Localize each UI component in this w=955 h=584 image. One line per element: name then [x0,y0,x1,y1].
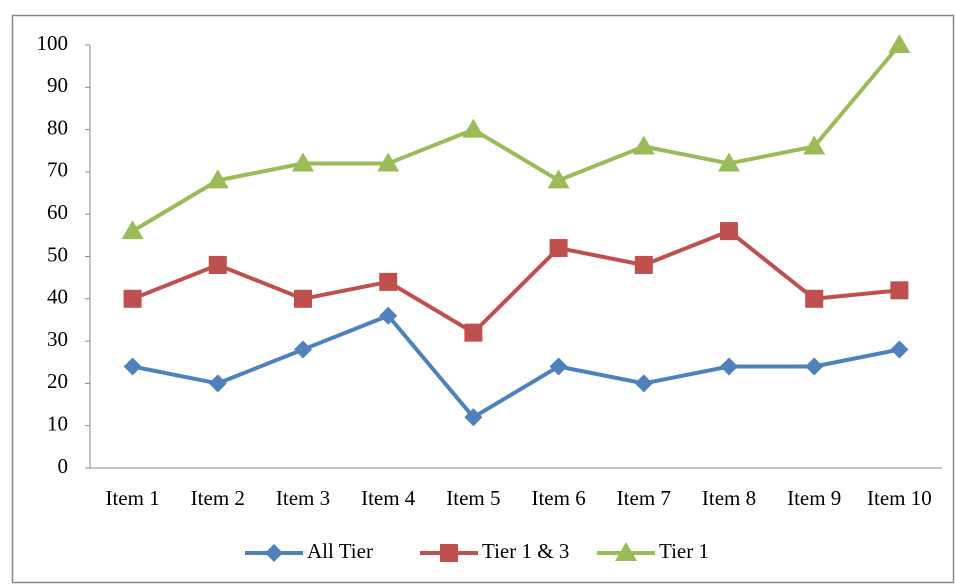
legend-label: All Tier [307,539,373,563]
data-point [549,239,568,258]
data-point [634,255,653,274]
data-point [294,340,312,359]
data-point [294,289,312,308]
data-point [292,152,314,172]
data-point [464,323,483,342]
x-tick-label: Item 1 [105,486,159,510]
data-point [549,357,568,376]
y-tick-label: 50 [47,242,68,266]
y-tick-label: 100 [37,31,69,55]
data-point [208,374,227,393]
x-tick-label: Item 8 [702,486,756,510]
data-point [379,272,398,291]
y-tick-label: 80 [47,115,68,139]
data-point [464,408,483,427]
data-point [890,340,909,359]
data-point [720,222,738,241]
data-point [121,220,144,240]
x-tick-label: Item 7 [617,486,671,510]
y-tick-label: 0 [58,454,69,478]
data-point [462,118,485,138]
legend-marker [440,544,458,562]
data-point [805,289,824,308]
chart-frame [11,14,955,584]
data-point [632,135,655,155]
data-point [803,135,826,155]
data-point [123,357,142,376]
x-tick-label: Item 10 [867,486,932,510]
y-tick-label: 30 [47,327,68,351]
y-tick-label: 20 [47,369,68,393]
x-tick-label: Item 2 [191,486,245,510]
legend-label: Tier 1 [659,539,709,563]
data-point [888,34,911,53]
y-tick-label: 10 [47,412,68,436]
data-point [634,374,653,393]
y-tick-label: 70 [47,158,68,182]
y-tick-label: 40 [47,285,68,309]
data-point [123,289,142,308]
data-point [890,281,909,300]
data-point [720,357,738,376]
data-point [206,169,229,189]
x-tick-label: Item 9 [787,486,841,510]
data-point [379,306,398,325]
data-point [805,357,824,376]
y-tick-label: 60 [47,200,68,224]
x-tick-label: Item 3 [276,486,330,510]
y-tick-label: 90 [47,73,68,97]
series-line [131,43,901,233]
data-point [547,169,570,189]
x-tick-label: Item 5 [446,486,500,510]
legend-label: Tier 1 & 3 [482,539,569,563]
legend-marker [615,542,637,561]
data-point [718,152,740,172]
data-point [208,255,227,274]
series-line [132,313,900,420]
x-tick-label: Item 6 [531,486,585,510]
data-point [377,152,400,172]
legend-marker [265,544,283,562]
series-line [131,229,900,335]
x-tick-label: Item 4 [361,486,416,510]
